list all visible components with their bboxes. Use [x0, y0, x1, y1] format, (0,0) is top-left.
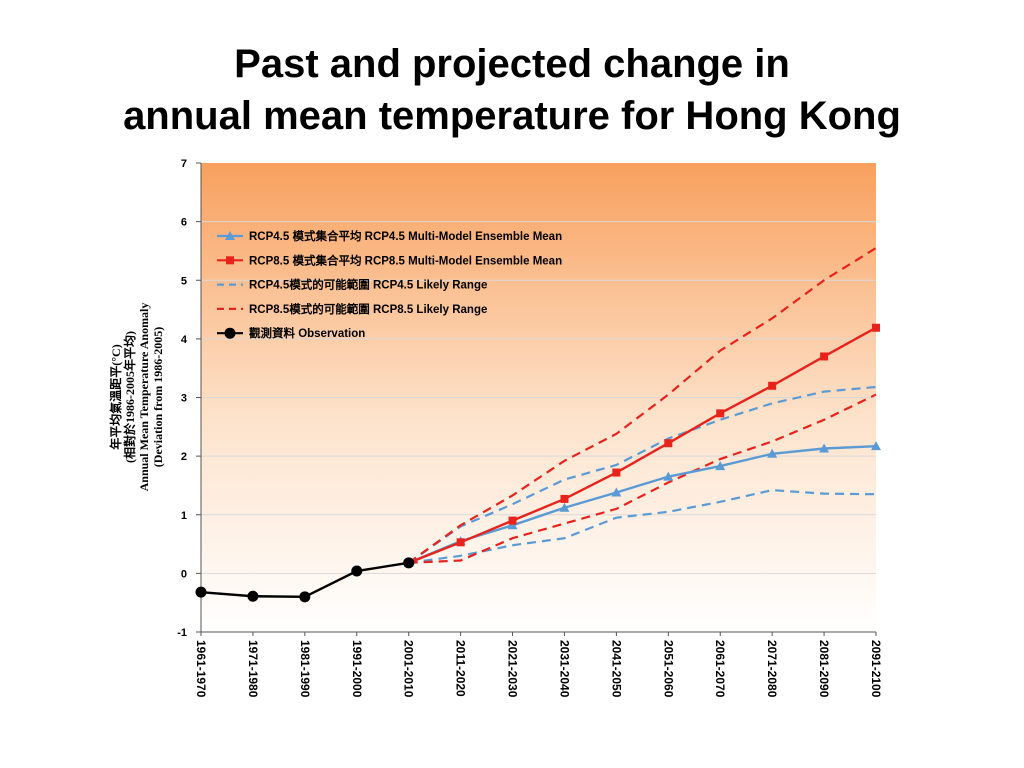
data-point: [611, 487, 622, 497]
legend-label: RCP4.5模式的可能範圍 RCP4.5 Likely Range: [249, 278, 487, 292]
y-tick-label: -1: [177, 627, 187, 639]
y-tick-label: 2: [181, 451, 187, 463]
data-point: [351, 565, 363, 577]
data-point: [663, 471, 674, 481]
y-tick-label: 6: [181, 217, 187, 229]
data-point: [820, 352, 829, 361]
x-tick-label: 2071-2080: [765, 640, 779, 698]
x-tick-label: 1981-1990: [298, 640, 312, 698]
x-tick-label: 2081-2090: [817, 640, 831, 698]
range-line-lower: [408, 393, 877, 564]
x-tick-label: 1971-1980: [246, 640, 260, 698]
legend-label: RCP4.5 模式集合平均 RCP4.5 Multi-Model Ensembl…: [249, 229, 562, 243]
x-tick-label: 1991-2000: [350, 640, 364, 698]
y-tick-label: 7: [181, 158, 187, 170]
legend-marker: [226, 256, 234, 265]
data-point: [195, 586, 207, 598]
legend: RCP4.5 模式集合平均 RCP4.5 Multi-Model Ensembl…: [217, 229, 562, 340]
data-point: [767, 448, 778, 458]
x-tick-label: 2061-2070: [713, 640, 727, 698]
legend-label: RCP8.5模式的可能範圍 RCP8.5 Likely Range: [249, 302, 487, 316]
data-point: [871, 441, 881, 451]
data-point: [508, 516, 517, 525]
y-tick-label: 0: [181, 568, 187, 580]
legend-marker: [225, 231, 235, 240]
x-tick-label: 2051-2060: [661, 640, 675, 698]
x-tick-label: 2021-2030: [506, 640, 520, 698]
x-tick-label: 2091-2100: [869, 640, 883, 698]
series-line: [408, 444, 877, 564]
data-point: [560, 494, 569, 503]
data-point: [403, 557, 415, 569]
data-point: [559, 502, 570, 512]
x-tick-label: 2031-2040: [557, 640, 571, 698]
axes: -1 0 1 2 3 4 5 6 7 1961-1970 1971-1980 1981-1990 199…: [177, 158, 883, 698]
data-point: [872, 323, 880, 332]
data-point: [247, 590, 259, 602]
data-point: [456, 538, 465, 547]
x-tick-label: 2041-2050: [609, 640, 623, 698]
data-point: [716, 409, 725, 418]
series-line: [408, 326, 877, 564]
data-point: [507, 520, 518, 530]
series: [195, 247, 881, 603]
y-tick-label: 1: [181, 510, 187, 522]
y-tick-label: 4: [181, 334, 188, 346]
slide-title: Past and projected change in annual mean…: [0, 38, 1024, 142]
x-tick-label: 2011-2020: [454, 640, 468, 697]
x-tick-label: 2001-2010: [402, 640, 416, 698]
y-tick-label: 3: [181, 393, 187, 405]
data-point: [715, 461, 726, 471]
legend-label: 觀測資料 Observation: [249, 326, 365, 340]
grid-lines: [201, 221, 876, 574]
data-point: [299, 591, 311, 603]
range-line-upper: [408, 247, 877, 564]
x-tick-label: 1961-1970: [194, 640, 208, 698]
y-tick-label: 5: [181, 275, 187, 287]
series-group: [195, 557, 415, 603]
data-point: [768, 381, 777, 390]
legend-label: RCP8.5 模式集合平均 RCP8.5 Multi-Model Ensembl…: [249, 253, 562, 267]
slide-title-line-2: annual mean temperature for Hong Kong: [123, 94, 901, 138]
data-point: [664, 439, 673, 448]
data-point: [612, 468, 621, 477]
data-point: [819, 443, 830, 453]
slide-title-line-1: Past and projected change in: [234, 42, 790, 86]
series-group: [408, 247, 877, 564]
range-line-upper: [408, 385, 877, 564]
legend-marker: [224, 327, 236, 339]
